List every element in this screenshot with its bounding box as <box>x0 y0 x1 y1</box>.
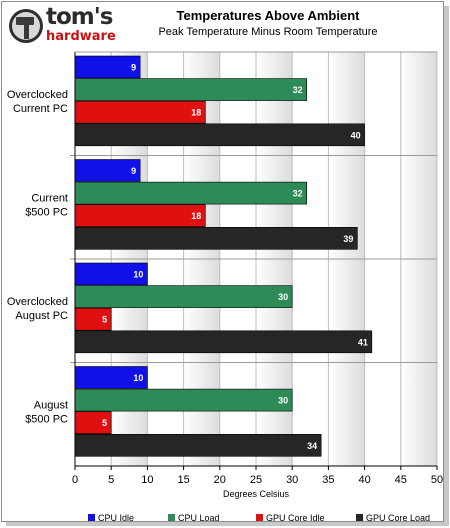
chart-title: Temperatures Above Ambient <box>176 8 360 23</box>
data-label: 10 <box>133 270 143 280</box>
bar-gpu-core-load <box>74 433 322 457</box>
x-tick-label: 30 <box>286 474 298 486</box>
data-label: 5 <box>102 418 107 428</box>
x-tick-label: 25 <box>250 474 262 486</box>
bar-gpu-core-load <box>74 227 358 250</box>
bar-gpu-core-idle <box>74 204 206 227</box>
category-label: August <box>34 399 68 411</box>
frame-shadow-bottom <box>6 521 449 526</box>
bar-cpu-load <box>74 285 293 308</box>
data-label: 32 <box>293 85 303 95</box>
x-tick-label: 0 <box>72 474 78 486</box>
chart-subtitle: Peak Temperature Minus Room Temperature <box>158 26 378 38</box>
legend-swatch <box>88 514 95 521</box>
x-axis-title: Degrees Celsius <box>223 489 290 499</box>
legend-swatch <box>256 514 263 521</box>
data-label: 18 <box>191 211 201 221</box>
data-label: 34 <box>307 441 317 451</box>
bar-gpu-core-load <box>74 330 373 354</box>
x-tick-label: 35 <box>322 474 334 486</box>
hammer-logo-icon <box>9 9 43 43</box>
legend-item: CPU Idle <box>88 512 134 524</box>
data-label: 18 <box>191 108 201 118</box>
bar-gpu-core-idle <box>74 100 206 124</box>
x-tick-label: 40 <box>358 474 370 486</box>
data-label: 39 <box>343 234 353 244</box>
legend-swatch <box>356 514 363 521</box>
bar-cpu-load <box>74 78 307 101</box>
legend-item: GPU Core Idle <box>256 512 325 524</box>
legend-item: CPU Load <box>168 512 220 524</box>
data-label: 32 <box>293 189 303 199</box>
legend-label: CPU Load <box>178 513 220 523</box>
legend-label: GPU Core Load <box>366 513 431 523</box>
x-tick-label: 50 <box>431 474 443 486</box>
data-label: 9 <box>131 166 136 176</box>
category-label: Overclocked <box>7 89 68 101</box>
bar-cpu-load <box>74 388 293 412</box>
logo-word-toms: tom's <box>46 4 113 30</box>
data-label: 5 <box>102 315 107 325</box>
x-tick-label: 20 <box>214 474 226 486</box>
category-label: Overclocked <box>7 296 68 308</box>
x-tick-label: 45 <box>395 474 407 486</box>
data-label: 30 <box>278 292 288 302</box>
category-label: August PC <box>15 310 68 322</box>
data-label: 9 <box>131 63 136 73</box>
legend-label: CPU Idle <box>98 513 135 523</box>
x-tick-label: 10 <box>141 474 153 486</box>
legend-label: GPU Core Idle <box>266 513 325 523</box>
legend-swatch <box>168 514 175 521</box>
data-label: 30 <box>278 396 288 406</box>
bar-gpu-core-load <box>74 123 365 147</box>
toms-hardware-logo: tom's hardware <box>6 4 116 48</box>
data-label: 10 <box>133 373 143 383</box>
logo-word-hardware: hardware <box>46 29 116 44</box>
bar-cpu-load <box>74 181 307 205</box>
category-label: Current <box>31 192 68 204</box>
category-label: Current PC <box>13 103 68 115</box>
data-label: 40 <box>351 130 361 140</box>
x-tick-label: 15 <box>177 474 189 486</box>
category-label: $500 PC <box>25 413 68 425</box>
data-label: 41 <box>358 337 368 347</box>
legend-item: GPU Core Load <box>356 512 430 524</box>
x-tick-label: 5 <box>108 474 114 486</box>
category-label: $500 PC <box>25 206 68 218</box>
frame-shadow-right <box>444 6 449 523</box>
